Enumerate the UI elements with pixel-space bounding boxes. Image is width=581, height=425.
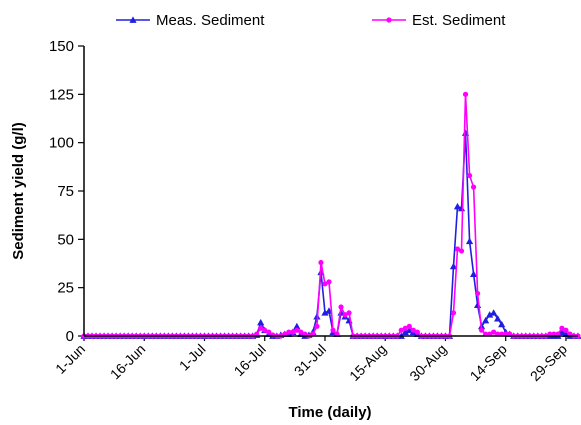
data-point xyxy=(453,202,462,210)
data-point xyxy=(318,259,324,266)
data-point xyxy=(294,327,300,333)
data-point xyxy=(321,309,329,316)
data-point xyxy=(398,327,404,333)
y-tick-label: 125 xyxy=(49,86,74,103)
data-point xyxy=(482,316,490,324)
series-line xyxy=(84,94,578,337)
data-point xyxy=(322,281,328,287)
legend-label: Est. Sediment xyxy=(412,12,506,29)
y-tick-label: 50 xyxy=(57,231,74,248)
x-tick-label: 1-Jun xyxy=(52,341,88,377)
data-point xyxy=(262,327,268,333)
data-point xyxy=(466,172,473,179)
data-point xyxy=(342,312,348,318)
data-point xyxy=(494,315,502,322)
x-axis-ticks: 1-Jun 16-Jun 1-Jul 16-Jul 31-Jul 15-Aug 30-Aug… xyxy=(52,336,570,384)
data-point xyxy=(462,91,469,97)
data-point xyxy=(410,327,416,333)
data-point xyxy=(454,246,461,252)
data-point xyxy=(449,262,458,270)
data-point xyxy=(406,323,412,329)
data-point xyxy=(474,290,481,297)
legend-marker xyxy=(129,16,137,23)
data-point xyxy=(458,248,465,254)
legend: Meas. Sediment Est. Sediment xyxy=(116,12,506,29)
x-tick-label: 16-Jun xyxy=(107,341,149,383)
data-point xyxy=(338,304,344,310)
y-tick-label: 75 xyxy=(57,183,74,200)
y-tick-label: 100 xyxy=(49,135,74,152)
data-point xyxy=(473,301,482,308)
legend-marker xyxy=(386,17,392,23)
data-point xyxy=(298,329,304,335)
data-point xyxy=(402,325,408,331)
x-tick-label: 29-Sep xyxy=(527,341,570,384)
data-point xyxy=(330,327,336,333)
data-point xyxy=(563,327,569,333)
series-est-sediment xyxy=(81,91,581,339)
data-point xyxy=(469,270,478,278)
data-point xyxy=(465,237,474,245)
y-axis-title: Sediment yield (g/l) xyxy=(10,122,27,260)
series-layer xyxy=(80,91,581,339)
data-point xyxy=(293,322,301,330)
data-point xyxy=(498,320,506,328)
data-point xyxy=(326,279,332,285)
y-tick-label: 0 xyxy=(66,328,74,345)
data-point xyxy=(479,327,485,333)
x-tick-label: 15-Aug xyxy=(346,341,389,384)
y-tick-label: 150 xyxy=(49,38,74,55)
data-point xyxy=(491,329,497,335)
data-point xyxy=(470,184,477,190)
x-tick-label: 30-Aug xyxy=(406,341,449,384)
x-tick-label: 1-Jul xyxy=(176,341,209,374)
legend-item-est-sediment: Est. Sediment xyxy=(372,12,506,29)
legend-label: Meas. Sediment xyxy=(156,12,265,29)
y-tick-label: 25 xyxy=(57,280,74,297)
data-point xyxy=(401,328,409,336)
data-point xyxy=(258,325,264,331)
data-point xyxy=(266,329,272,335)
data-point xyxy=(286,329,292,335)
data-point xyxy=(257,318,265,326)
data-point xyxy=(414,329,420,335)
x-tick-label: 16-Jul xyxy=(231,341,269,379)
data-point xyxy=(346,310,352,316)
y-axis-ticks: 0 25 50 75 100 125 150 xyxy=(49,38,84,345)
data-point xyxy=(314,323,320,329)
data-point xyxy=(450,310,457,316)
data-point xyxy=(559,325,565,331)
data-point xyxy=(290,329,296,335)
data-point xyxy=(490,309,498,316)
legend-item-meas-sediment: Meas. Sediment xyxy=(116,12,265,29)
x-tick-label: 31-Jul xyxy=(291,341,329,379)
data-point xyxy=(486,311,494,318)
x-tick-label: 14-Sep xyxy=(467,341,510,384)
x-axis-title: Time (daily) xyxy=(288,404,371,421)
